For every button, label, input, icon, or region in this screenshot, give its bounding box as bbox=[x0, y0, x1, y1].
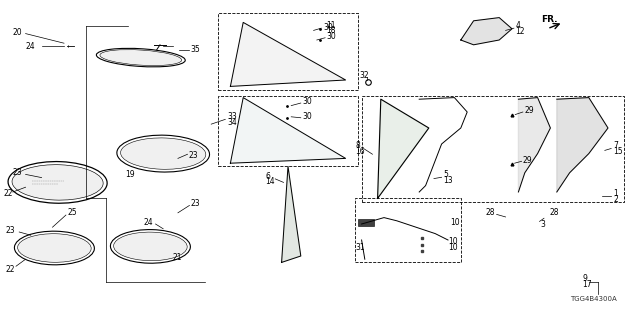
Text: 23: 23 bbox=[189, 151, 198, 160]
Text: 5: 5 bbox=[443, 170, 448, 179]
Text: 3: 3 bbox=[541, 220, 546, 229]
Text: 29: 29 bbox=[525, 106, 534, 115]
Text: 22: 22 bbox=[3, 189, 13, 198]
Text: 13: 13 bbox=[443, 176, 452, 185]
Text: 24: 24 bbox=[144, 218, 154, 227]
Text: 1: 1 bbox=[613, 189, 618, 198]
Bar bbox=[218, 13, 358, 90]
Text: 7: 7 bbox=[613, 141, 618, 150]
Text: 28: 28 bbox=[485, 208, 495, 217]
Polygon shape bbox=[282, 166, 301, 262]
Text: 30: 30 bbox=[302, 97, 312, 106]
Ellipse shape bbox=[100, 50, 182, 66]
Text: 30: 30 bbox=[302, 112, 312, 121]
Polygon shape bbox=[378, 99, 429, 198]
Bar bbox=[358, 219, 374, 226]
Ellipse shape bbox=[12, 165, 103, 200]
Text: 15: 15 bbox=[613, 147, 623, 156]
Text: 25: 25 bbox=[67, 208, 77, 217]
Text: 31: 31 bbox=[355, 244, 365, 252]
Text: TGG4B4300A: TGG4B4300A bbox=[570, 296, 616, 302]
Polygon shape bbox=[230, 22, 346, 86]
Text: 17: 17 bbox=[582, 280, 592, 289]
Text: 10: 10 bbox=[448, 237, 458, 246]
Ellipse shape bbox=[18, 234, 91, 262]
Text: 30: 30 bbox=[323, 23, 333, 32]
Text: 10: 10 bbox=[448, 244, 458, 252]
Text: 35: 35 bbox=[191, 45, 200, 54]
Text: 28: 28 bbox=[549, 208, 559, 217]
Text: 14: 14 bbox=[266, 177, 275, 186]
Text: 16: 16 bbox=[355, 147, 365, 156]
Text: 23: 23 bbox=[13, 168, 22, 177]
Text: 6: 6 bbox=[266, 172, 271, 180]
Text: 11: 11 bbox=[326, 21, 336, 30]
Text: 9: 9 bbox=[582, 274, 588, 283]
Text: 30: 30 bbox=[326, 32, 336, 41]
Bar bbox=[218, 96, 358, 166]
Text: 23: 23 bbox=[191, 199, 200, 208]
Text: 34: 34 bbox=[227, 118, 237, 127]
Bar bbox=[355, 198, 461, 262]
Text: 10: 10 bbox=[451, 218, 460, 227]
Text: 2: 2 bbox=[613, 195, 618, 204]
Text: 23: 23 bbox=[5, 226, 15, 235]
Ellipse shape bbox=[114, 232, 187, 261]
Text: 32: 32 bbox=[360, 71, 369, 80]
Text: 22: 22 bbox=[5, 265, 15, 274]
Text: 19: 19 bbox=[125, 170, 134, 179]
Text: FR.: FR. bbox=[541, 15, 557, 24]
Polygon shape bbox=[518, 98, 550, 192]
Text: 12: 12 bbox=[515, 27, 525, 36]
Polygon shape bbox=[230, 98, 346, 163]
Polygon shape bbox=[461, 18, 512, 45]
Text: 24: 24 bbox=[26, 42, 35, 51]
Text: 21: 21 bbox=[173, 253, 182, 262]
Polygon shape bbox=[557, 98, 608, 192]
Bar bbox=[362, 96, 624, 202]
Text: 8: 8 bbox=[355, 141, 360, 150]
Ellipse shape bbox=[120, 138, 206, 169]
Text: 29: 29 bbox=[523, 156, 532, 164]
Text: 20: 20 bbox=[13, 28, 22, 36]
Text: 4: 4 bbox=[515, 21, 520, 30]
Text: 18: 18 bbox=[326, 26, 336, 35]
Text: 33: 33 bbox=[227, 112, 237, 121]
